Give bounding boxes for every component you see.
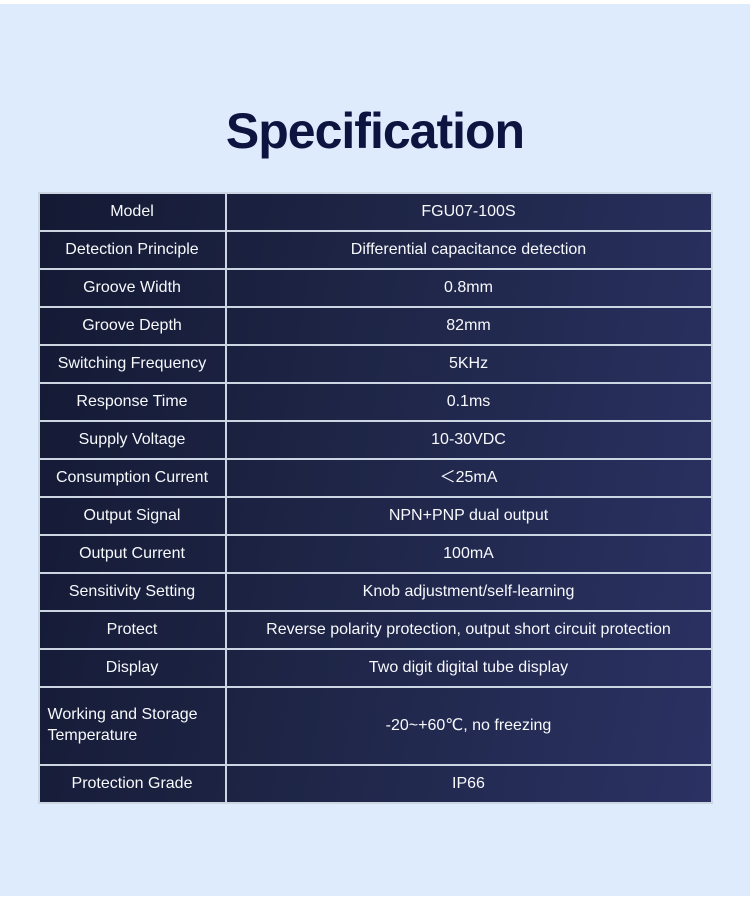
- spec-label-cell: Groove Width: [37, 268, 227, 308]
- spec-value-cell: 5KHz: [224, 344, 713, 384]
- spec-value-cell: 0.1ms: [224, 382, 713, 422]
- spec-label-cell: Consumption Current: [37, 458, 227, 498]
- table-row: Supply Voltage 10-30VDC: [37, 420, 713, 460]
- table-row: Groove Depth 82mm: [37, 306, 713, 346]
- specification-table: Model FGU07-100S Detection Principle Differ…: [37, 192, 713, 804]
- content-area: Specification Model FGU07-100S Detection P…: [0, 4, 750, 896]
- spec-value-cell: -20~+60℃, no freezing: [224, 686, 713, 766]
- top-white-strip: [0, 0, 750, 4]
- table-row: Detection Principle Differential capacita…: [37, 230, 713, 270]
- spec-value-cell: 0.8mm: [224, 268, 713, 308]
- spec-label-cell: Protection Grade: [37, 764, 227, 804]
- table-row: Consumption Current ＜25mA: [37, 458, 713, 498]
- spec-label-cell: Output Current: [37, 534, 227, 574]
- spec-label-cell: Groove Depth: [37, 306, 227, 346]
- table-row: Protection Grade IP66: [37, 764, 713, 804]
- table-row: Response Time 0.1ms: [37, 382, 713, 422]
- page-title: Specification: [225, 103, 525, 159]
- spec-value-cell: FGU07-100S: [224, 192, 713, 232]
- table-row: Sensitivity Setting Knob adjustment/self-…: [37, 572, 713, 612]
- spec-label-cell: Output Signal: [37, 496, 227, 536]
- spec-value-cell: IP66: [224, 764, 713, 804]
- spec-label-cell: Switching Frequency: [37, 344, 227, 384]
- spec-value-cell: 10-30VDC: [224, 420, 713, 460]
- spec-label-cell: Working and Storage Temperature: [37, 686, 227, 766]
- spec-label-cell: Supply Voltage: [37, 420, 227, 460]
- table-row: Model FGU07-100S: [37, 192, 713, 232]
- spec-value-cell: NPN+PNP dual output: [224, 496, 713, 536]
- table-row: Output Signal NPN+PNP dual output: [37, 496, 713, 536]
- table-row: Protect Reverse polarity protection, outp…: [37, 610, 713, 650]
- spec-value-cell: Reverse polarity protection, output shor…: [224, 610, 713, 650]
- table-row: Switching Frequency 5KHz: [37, 344, 713, 384]
- spec-label-cell: Model: [37, 192, 227, 232]
- spec-label-cell: Detection Principle: [37, 230, 227, 270]
- spec-value-cell: 100mA: [224, 534, 713, 574]
- spec-label-cell: Display: [37, 648, 227, 688]
- bottom-white-strip: [0, 896, 750, 900]
- spec-label-cell: Response Time: [37, 382, 227, 422]
- spec-value-cell: 82mm: [224, 306, 713, 346]
- spec-value-cell: Knob adjustment/self-learning: [224, 572, 713, 612]
- spec-value-cell: Two digit digital tube display: [224, 648, 713, 688]
- spec-value-cell: Differential capacitance detection: [224, 230, 713, 270]
- spec-value-cell: ＜25mA: [224, 458, 713, 498]
- spec-label-cell: Sensitivity Setting: [37, 572, 227, 612]
- table-row: Display Two digit digital tube display: [37, 648, 713, 688]
- specification-table-body: Model FGU07-100S Detection Principle Differ…: [37, 192, 713, 804]
- table-row: Groove Width 0.8mm: [37, 268, 713, 308]
- spec-label-cell: Protect: [37, 610, 227, 650]
- table-row: Output Current 100mA: [37, 534, 713, 574]
- table-row: Working and Storage Temperature -20~+60℃,…: [37, 686, 713, 766]
